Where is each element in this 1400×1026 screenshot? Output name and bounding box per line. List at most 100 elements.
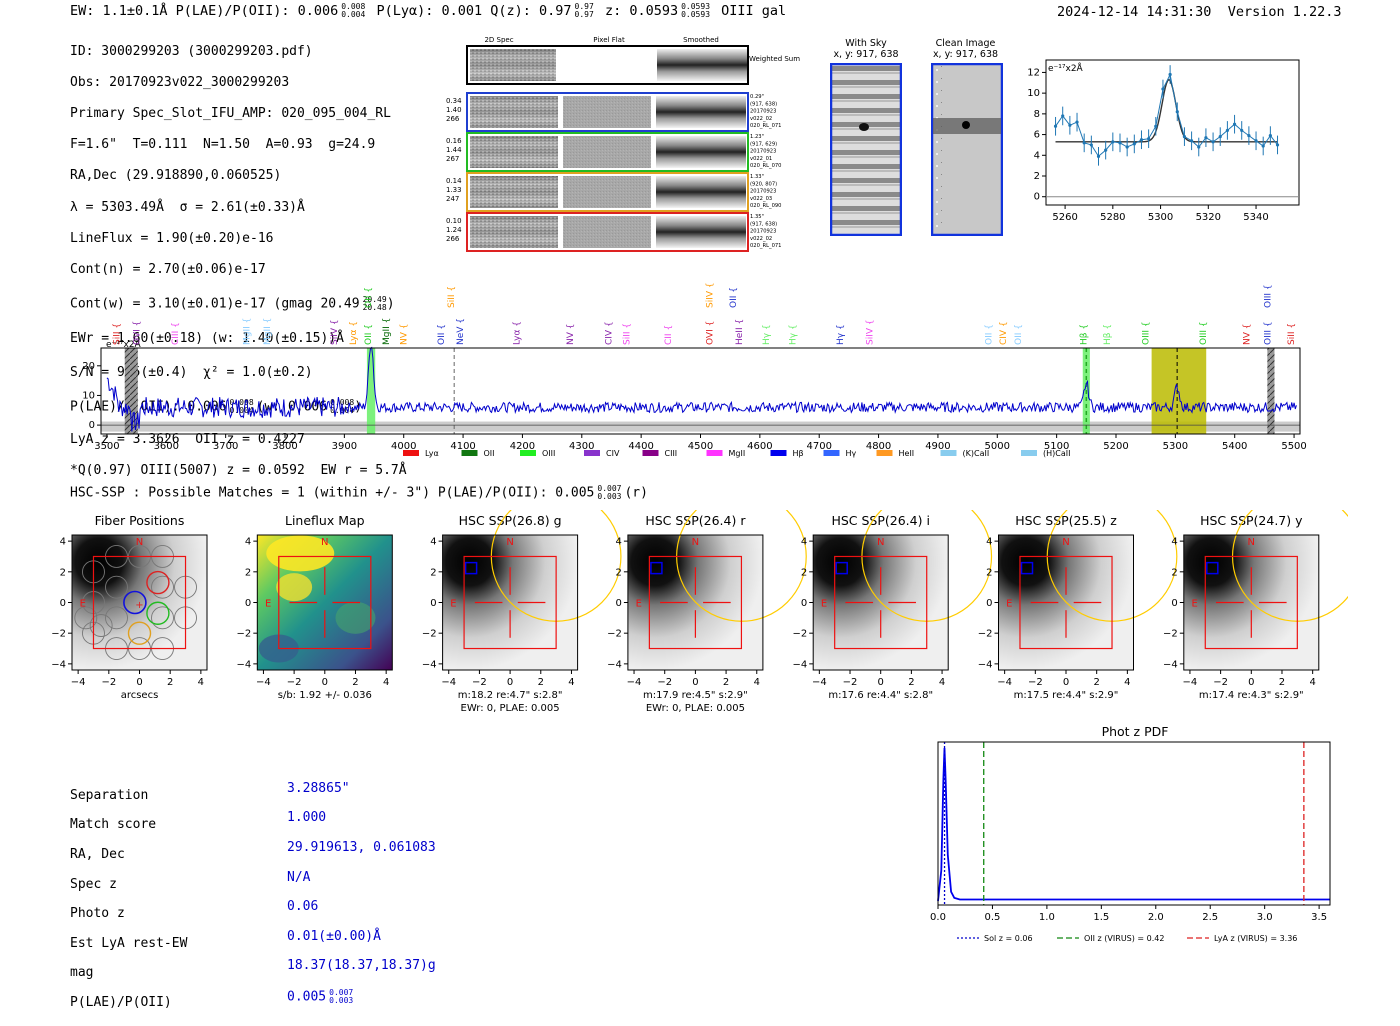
info-lambda: λ = 5303.49Å σ = 2.61(±0.33)Å: [70, 199, 305, 215]
zoom-xtick-label: 5300: [1148, 212, 1173, 223]
fiber-green: [146, 601, 170, 625]
hsc-title-sub: 0.003: [597, 492, 622, 501]
spec-row-right-label: v022_02: [750, 236, 772, 242]
hsc-xtick-label: −4: [441, 677, 456, 688]
zoom-data-line: [1055, 72, 1278, 158]
hsc-north: N: [321, 537, 328, 548]
weighted-sum-2d-shade: [470, 49, 556, 81]
timestamp: 2024-12-14 14:31:30: [1057, 4, 1212, 20]
full-spectrum: e⁻¹⁷x2Å 3500 3600 3700 3800 3900 4000 4100 4200…: [70, 275, 1310, 469]
hsc-xtick-label: 4: [568, 677, 574, 688]
spec-row-right-label: 020_RL_071: [750, 243, 782, 249]
photz-xtick-label: 0.5: [984, 912, 1000, 923]
spec-row-flat: [563, 216, 651, 248]
header-summary: EW: 1.1±0.1Å P(LAE)/P(OII): 0.006 0.008 0.…: [70, 2, 787, 20]
info-gmag-sup: 20.49: [362, 295, 387, 305]
full-legend-label: OIII: [542, 449, 555, 458]
info-primary: Primary Spec_Slot_IFU_AMP: 020_095_004_R…: [70, 105, 391, 121]
zoom-data-point: [1204, 136, 1208, 140]
full-legend-swatch: [642, 450, 659, 456]
full-legend-label: CIV: [606, 449, 620, 458]
hsc-ytick-label: −4: [792, 659, 807, 670]
weighted-sum-text: Weighted Sum: [749, 55, 800, 63]
spec-row-right-label: 1.23": [750, 134, 764, 140]
hsc-ytick-label: 0: [801, 598, 807, 609]
spec-row-right-label: (917, 638): [750, 101, 777, 107]
clean-source: [962, 121, 970, 129]
full-legend-label: (H)CaII: [1043, 449, 1070, 458]
header-line: OIII gal: [721, 3, 787, 19]
spec-row-2d-shade: [470, 96, 558, 128]
spec-row-smoothed: [656, 176, 746, 208]
match-value-plae-row: 0.005 0.007 0.003: [287, 988, 436, 1005]
spec2d-panel: 2D Spec Pixel Flat Smoothed Weighted Sum…: [444, 32, 804, 257]
full-band: [1151, 348, 1207, 434]
hsc-xtick-label: 0: [507, 677, 513, 688]
spec-row-2d-shade: [470, 176, 558, 208]
full-ytick-label: 10: [82, 390, 95, 401]
zoom-data-point: [1182, 135, 1187, 139]
full-line-label: SiIV {: [866, 319, 876, 345]
hsc-north: N: [136, 537, 143, 548]
hsc-xtick-label: −2: [1213, 677, 1228, 688]
weighted-sum-label: Weighted Sum: [749, 55, 800, 63]
hsc-xtick-label: 2: [908, 677, 914, 688]
full-line-label: Hβ {: [1079, 324, 1089, 345]
spec-row-right-label: (920, 807): [750, 181, 777, 187]
spec-row-smoothed: [656, 96, 746, 128]
full-xtick-label: 4000: [391, 441, 416, 452]
info-lineflux: LineFlux = 1.90(±0.20)e-16: [70, 230, 274, 246]
match-label-specz: Spec z: [70, 876, 117, 892]
full-ytick-label: 20: [82, 361, 95, 372]
spec-row-frame: [466, 132, 749, 172]
weighted-sum-smoothed: [657, 49, 747, 81]
header-z-sub: 0.0593: [681, 10, 711, 19]
header-qz-sup: 0.97: [574, 2, 594, 11]
zoom-data-point: [1261, 144, 1265, 148]
full-xtick-label: 4600: [747, 441, 772, 452]
hsc-ytick-label: −2: [51, 629, 66, 640]
zoom-chart-svg: e⁻¹⁷x2Å 5260 5280 5300 5320 5340 0 2 4 6 8 10 12: [1027, 59, 1300, 223]
header-z: z: 0.0593: [604, 3, 679, 19]
full-line-label: Hγ {: [788, 324, 798, 345]
spec-row-left-label: 267: [446, 155, 459, 163]
full-xtick-label: 3700: [213, 441, 238, 452]
full-line-label: Hβ {: [1103, 324, 1113, 345]
zoom-data-point: [1111, 140, 1115, 144]
spec-row-left-label: 0.10: [446, 217, 462, 225]
match-value-score: 1.000: [287, 810, 327, 826]
hsc-xtick-label: −2: [101, 677, 116, 688]
spec-row-left-label: 266: [446, 115, 460, 123]
hsc-ytick-label: 4: [801, 537, 807, 548]
photz-svg: Phot z PDF 0.0 0.5 1.0 1.5 2.0 2.5 3.0 3.5 Sol z…: [930, 724, 1331, 943]
header-qz: Q(z): 0.97: [490, 3, 572, 19]
match-plae-sub: 0.003: [329, 995, 354, 1005]
match-label-score: Match score: [70, 817, 157, 833]
clean-image: [930, 62, 1004, 240]
hsc-east: E: [450, 599, 456, 610]
info-radec: RA,Dec (29.918890,0.060525): [70, 168, 282, 184]
zoom-xtick-label: 5340: [1243, 212, 1268, 223]
hsc-caption-2: EWr: 0, PLAE: 0.005: [646, 703, 745, 714]
fiber-circle: [105, 575, 128, 599]
full-line-label: Lyα {: [512, 321, 522, 345]
info-contn: Cont(n) = 2.70(±0.06)e-17: [70, 261, 266, 277]
hsc-ytick-label: 4: [986, 537, 992, 548]
info-contw-row: Cont(w) = 3.10(±0.01)e-17 (gmag 20.49 20.…: [70, 295, 395, 313]
hsc-xtick-label: −2: [287, 677, 302, 688]
spec-row-right-label: 20170923: [750, 229, 776, 235]
match-value-ew: 0.01(±0.00)Å: [287, 928, 381, 944]
full-legend-swatch: [876, 450, 893, 456]
photz-xtick-label: 1.0: [1039, 912, 1055, 923]
spec-row-left-label: 1.33: [446, 186, 462, 194]
full-line-label: OIII {: [1263, 321, 1273, 345]
col-title-pixelflat: Pixel Flat: [593, 36, 625, 44]
zoom-data-point: [1139, 138, 1144, 142]
full-legend-swatch: [403, 450, 419, 456]
hsc-xtick-label: 2: [723, 677, 729, 688]
full-legend-label: HeII: [899, 449, 915, 458]
match-label-separation: Separation: [70, 787, 149, 803]
hsc-xtick-label: 4: [1309, 677, 1315, 688]
full-legend-swatch: [940, 450, 957, 456]
match-value-specz: N/A: [287, 869, 311, 885]
